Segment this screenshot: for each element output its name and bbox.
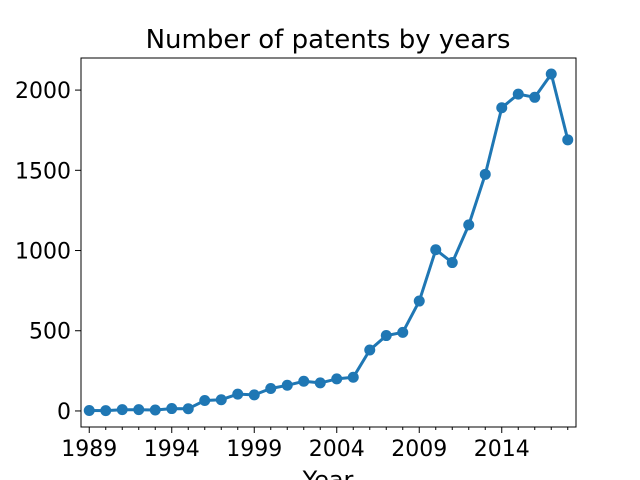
data-point bbox=[133, 404, 145, 416]
data-point bbox=[248, 389, 260, 401]
x-axis-label: Year bbox=[302, 466, 354, 480]
series-line bbox=[87, 72, 570, 413]
data-point bbox=[562, 134, 574, 146]
data-point bbox=[116, 404, 128, 416]
x-axis-ticks: 1989 1994 1999 2004 2009 2014 bbox=[61, 427, 569, 462]
y-tick-label: 0 bbox=[57, 400, 71, 425]
y-tick-label: 1000 bbox=[15, 240, 71, 265]
data-point bbox=[479, 168, 491, 180]
data-point bbox=[413, 295, 425, 307]
data-point bbox=[380, 330, 392, 342]
data-point bbox=[166, 403, 178, 415]
x-tick-label: 1994 bbox=[144, 437, 200, 462]
x-tick-label: 2004 bbox=[309, 437, 365, 462]
y-tick-label: 500 bbox=[29, 320, 71, 345]
chart-title: Number of patents by years bbox=[146, 25, 511, 55]
data-point bbox=[347, 371, 359, 383]
data-point bbox=[529, 91, 541, 103]
data-point bbox=[83, 404, 95, 416]
data-point bbox=[331, 373, 343, 385]
data-point bbox=[149, 404, 161, 416]
data-point bbox=[446, 257, 458, 269]
data-point bbox=[496, 102, 508, 114]
y-tick-label: 1500 bbox=[15, 159, 71, 184]
data-point bbox=[463, 219, 475, 231]
data-point bbox=[298, 375, 310, 387]
y-axis-ticks: 0 500 1000 1500 2000 bbox=[15, 79, 81, 425]
plot-frame bbox=[80, 57, 577, 428]
data-point bbox=[364, 344, 376, 356]
data-point bbox=[265, 382, 277, 394]
data-point bbox=[545, 68, 557, 80]
x-tick-label: 1999 bbox=[226, 437, 282, 462]
data-point bbox=[430, 244, 442, 256]
x-tick-label: 2014 bbox=[474, 437, 530, 462]
data-point bbox=[199, 395, 211, 407]
y-tick-label: 2000 bbox=[15, 79, 71, 104]
data-point bbox=[314, 377, 326, 389]
data-point bbox=[397, 326, 409, 338]
data-point bbox=[512, 88, 524, 100]
x-tick-label: 1989 bbox=[61, 437, 117, 462]
data-point bbox=[100, 405, 112, 417]
series-layer bbox=[83, 68, 574, 417]
data-point bbox=[182, 403, 194, 415]
data-point bbox=[281, 379, 293, 391]
data-point bbox=[215, 394, 227, 406]
x-tick-label: 2009 bbox=[391, 437, 447, 462]
data-point bbox=[232, 388, 244, 400]
